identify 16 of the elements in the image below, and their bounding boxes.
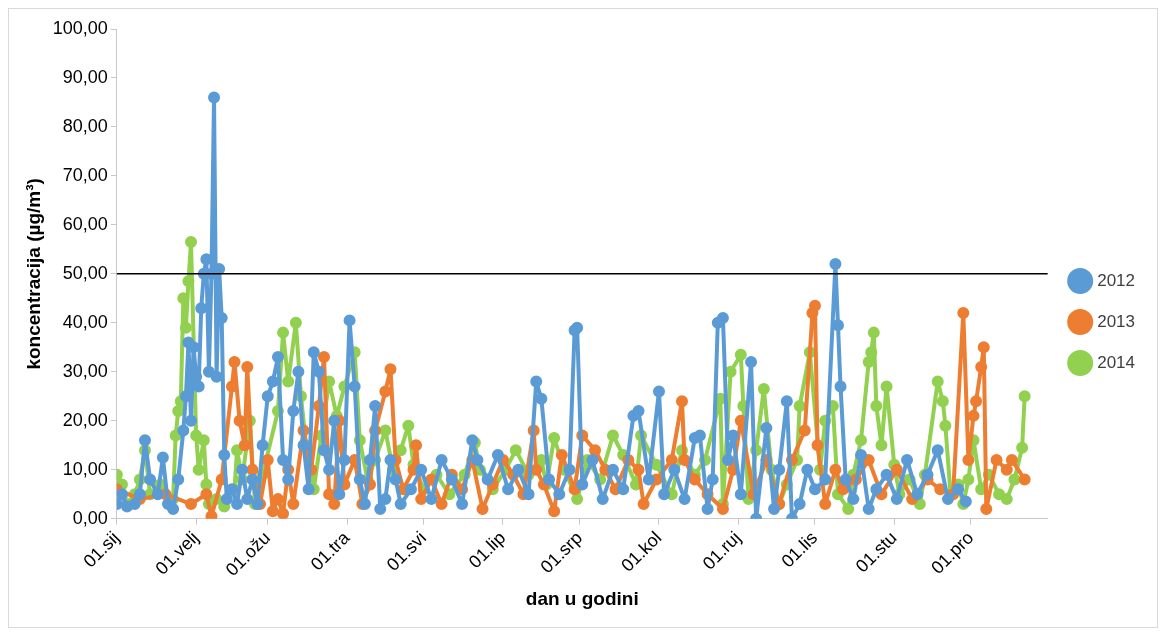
y-tick-label: 70,00 xyxy=(62,164,108,185)
y-tick-label: 100,00 xyxy=(52,17,108,38)
legend-label: 2012 xyxy=(1097,270,1136,290)
y-tick-label: 0,00 xyxy=(72,507,108,528)
y-tick-label: 40,00 xyxy=(62,311,108,332)
y-tick-label: 20,00 xyxy=(62,409,108,430)
y-tick-label: 90,00 xyxy=(62,66,108,87)
y-tick-label: 30,00 xyxy=(62,360,108,381)
y-axis-title: koncentracija (µg/m³) xyxy=(22,178,44,370)
y-tick-label: 60,00 xyxy=(62,213,108,234)
y-tick-label: 80,00 xyxy=(62,115,108,136)
legend-label: 2013 xyxy=(1097,311,1136,331)
x-axis-title: dan u godini xyxy=(525,587,639,609)
y-tick-label: 50,00 xyxy=(62,262,108,283)
y-tick-label: 10,00 xyxy=(62,458,108,479)
legend-label: 2014 xyxy=(1097,352,1136,372)
